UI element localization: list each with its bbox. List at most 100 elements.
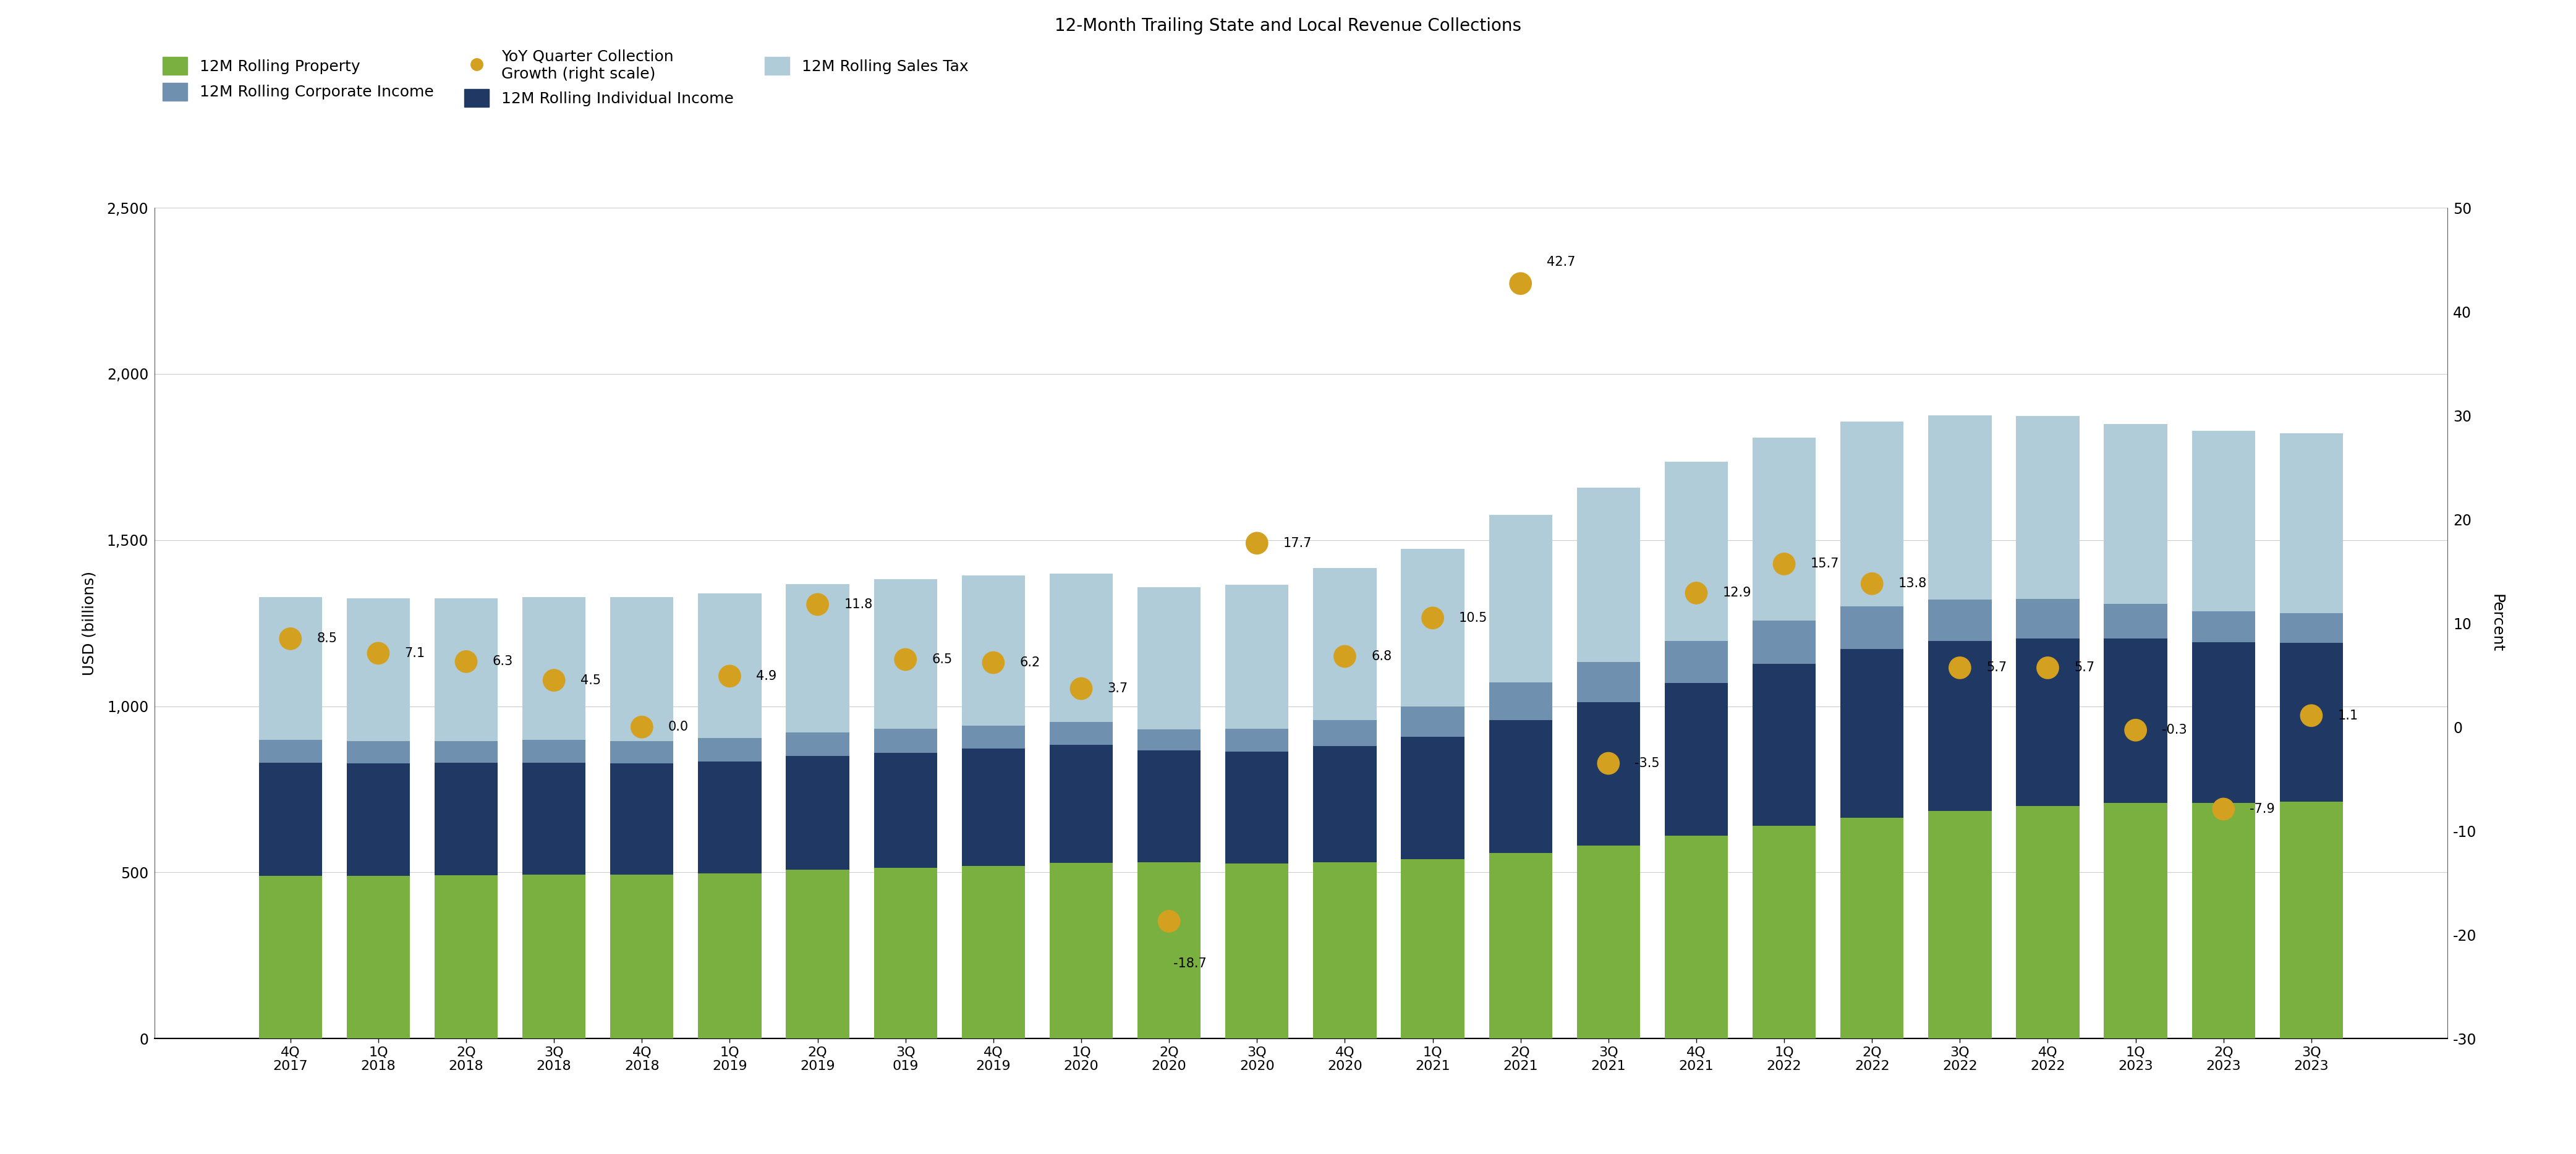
Bar: [258, 876, 322, 1039]
Bar: [1401, 736, 1463, 859]
Legend: 12M Rolling Property, 12M Rolling Corporate Income, YoY Quarter Collection
Growt: 12M Rolling Property, 12M Rolling Corpor…: [162, 50, 969, 107]
Point: [1412, 609, 1453, 628]
Point: [1587, 755, 1628, 773]
Bar: [1929, 811, 1991, 1039]
Bar: [698, 593, 762, 739]
Bar: [1401, 548, 1463, 706]
Bar: [523, 875, 585, 1039]
Text: 6.3: 6.3: [492, 655, 513, 668]
Bar: [1664, 683, 1728, 835]
Bar: [1489, 682, 1553, 720]
Bar: [2192, 643, 2254, 803]
Bar: [1839, 817, 1904, 1039]
Bar: [698, 739, 762, 762]
Bar: [258, 598, 322, 740]
Bar: [1226, 864, 1288, 1039]
Text: 42.7: 42.7: [1548, 255, 1577, 268]
Bar: [961, 749, 1025, 866]
Bar: [1752, 621, 1816, 664]
Text: -0.3: -0.3: [2161, 724, 2187, 736]
Text: 5.7: 5.7: [1986, 661, 2007, 674]
Text: 4.9: 4.9: [757, 670, 775, 682]
Text: -7.9: -7.9: [2249, 803, 2275, 815]
Bar: [2280, 643, 2344, 802]
Text: 11.8: 11.8: [845, 598, 873, 610]
Point: [533, 672, 574, 690]
Point: [1940, 659, 1981, 677]
Text: 6.8: 6.8: [1370, 650, 1391, 662]
Bar: [2280, 433, 2344, 613]
Bar: [1839, 421, 1904, 606]
Bar: [1314, 862, 1376, 1039]
Bar: [435, 741, 497, 763]
Bar: [1401, 859, 1463, 1039]
Bar: [1839, 649, 1904, 817]
Point: [974, 653, 1015, 672]
Bar: [2105, 803, 2166, 1039]
Bar: [1752, 437, 1816, 621]
Text: 7.1: 7.1: [404, 647, 425, 659]
Bar: [1048, 744, 1113, 863]
Bar: [1489, 720, 1553, 853]
Point: [2202, 800, 2244, 818]
Bar: [1139, 750, 1200, 862]
Point: [2115, 721, 2156, 740]
Bar: [2280, 613, 2344, 643]
Bar: [1226, 585, 1288, 729]
Text: 8.5: 8.5: [317, 632, 337, 645]
Bar: [698, 874, 762, 1039]
Text: 17.7: 17.7: [1283, 537, 1311, 549]
Bar: [435, 763, 497, 875]
Bar: [873, 579, 938, 729]
Text: 12-Month Trailing State and Local Revenue Collections: 12-Month Trailing State and Local Revenu…: [1054, 17, 1522, 35]
Bar: [2280, 802, 2344, 1039]
Point: [1236, 534, 1278, 553]
Bar: [2192, 803, 2254, 1039]
Point: [270, 630, 312, 649]
Text: 0.0: 0.0: [667, 721, 688, 733]
Bar: [2017, 805, 2079, 1039]
Bar: [1577, 846, 1641, 1039]
Bar: [258, 740, 322, 763]
Bar: [873, 752, 938, 868]
Bar: [1929, 600, 1991, 640]
Bar: [1139, 587, 1200, 729]
Y-axis label: Percent: Percent: [2488, 594, 2504, 652]
Bar: [786, 870, 850, 1039]
Point: [708, 667, 750, 685]
Text: 5.7: 5.7: [2074, 661, 2094, 674]
Bar: [1839, 606, 1904, 649]
Point: [2290, 706, 2331, 725]
Bar: [1048, 863, 1113, 1039]
Bar: [1929, 640, 1991, 811]
Point: [1674, 584, 1716, 602]
Point: [2027, 659, 2069, 677]
Bar: [435, 599, 497, 741]
Point: [1852, 575, 1893, 593]
Point: [446, 652, 487, 670]
Bar: [2105, 638, 2166, 803]
Bar: [1664, 835, 1728, 1039]
Y-axis label: USD (billions): USD (billions): [82, 571, 95, 675]
Text: 15.7: 15.7: [1811, 557, 1839, 570]
Bar: [2017, 599, 2079, 638]
Bar: [1752, 664, 1816, 826]
Bar: [611, 741, 672, 764]
Bar: [1577, 661, 1641, 703]
Point: [1499, 275, 1540, 293]
Text: 4.5: 4.5: [580, 674, 600, 687]
Bar: [2017, 415, 2079, 599]
Bar: [1226, 729, 1288, 751]
Text: 6.2: 6.2: [1020, 657, 1041, 669]
Bar: [611, 598, 672, 741]
Bar: [873, 729, 938, 752]
Text: 12.9: 12.9: [1723, 587, 1752, 599]
Point: [1061, 680, 1103, 698]
Bar: [1401, 706, 1463, 736]
Bar: [348, 599, 410, 741]
Bar: [1664, 462, 1728, 642]
Bar: [2017, 638, 2079, 805]
Text: 10.5: 10.5: [1458, 612, 1489, 624]
Bar: [348, 741, 410, 764]
Point: [886, 651, 927, 669]
